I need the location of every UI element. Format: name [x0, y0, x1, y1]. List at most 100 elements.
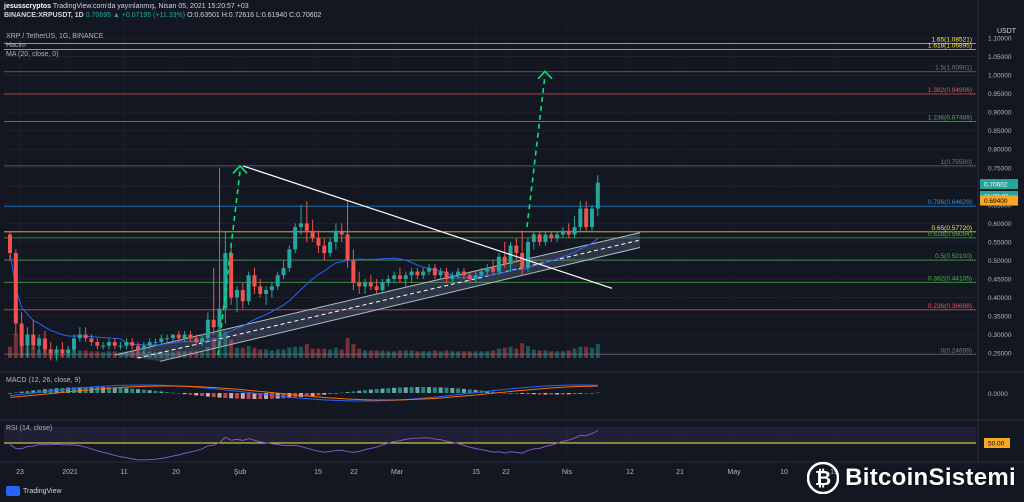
macd-histogram-bar	[590, 392, 594, 394]
candle-body	[8, 234, 12, 254]
candle-body	[590, 208, 594, 228]
fib-levels: 1.65(1.08521)1.618(1.06895) 1.5(1.00901) 1…	[4, 36, 976, 355]
macd-histogram-bar	[13, 392, 18, 393]
candle-body	[205, 319, 210, 339]
volume-bar	[42, 348, 47, 358]
candle-body	[421, 271, 426, 276]
candle-body	[572, 227, 577, 235]
candle-body	[415, 271, 420, 276]
grid	[0, 0, 1024, 463]
candle-body	[310, 230, 315, 239]
candle-body	[333, 230, 338, 242]
macd-histogram-bar	[182, 393, 187, 395]
candle-body	[176, 334, 181, 339]
volume-bar	[246, 345, 251, 358]
symbol-text: BINANCE:XRPUSDT, 1D	[4, 12, 84, 19]
volume-bar	[118, 352, 123, 358]
candle-body	[397, 275, 402, 279]
macd-histogram-bar	[141, 389, 146, 393]
volume-bar	[322, 348, 327, 358]
macd-histogram-bar	[246, 393, 251, 399]
ohlc-line: BINANCE:XRPUSDT, 1D 0.70695 ▲ +0.07195 (…	[4, 11, 321, 20]
candle-body	[258, 286, 263, 294]
volume-bar	[37, 349, 42, 358]
candle-body	[357, 282, 362, 287]
price-axis[interactable]: 1.10000 1.05000 1.00000 0.95000 0.90000 0.850…	[980, 36, 1018, 358]
candle-body	[549, 234, 554, 239]
candle-body	[392, 275, 397, 279]
rsi-legend: RSI (14, close)	[6, 425, 53, 432]
fib-label: 1.65(1.08521)	[932, 36, 972, 43]
candle-body	[438, 271, 443, 276]
candle-body	[42, 338, 47, 350]
macd-histogram-bar	[188, 393, 193, 395]
candle-body	[514, 245, 519, 254]
candle-body	[461, 271, 466, 276]
time-axis[interactable]: 23 2021 11 20 Şub 15 22 Mar 15 22 Nis 12 21 May 10 19	[16, 469, 838, 476]
price-tag-label: 0.70602	[984, 182, 1008, 189]
macd-histogram-bar	[537, 393, 542, 395]
candle-body	[374, 286, 379, 291]
candle-body	[485, 267, 490, 272]
time-tick-label: 2021	[62, 469, 78, 476]
tradingview-logo[interactable]: TradingView	[6, 486, 62, 496]
macd-histogram-bar	[456, 388, 461, 393]
macd-histogram-bar	[461, 388, 466, 393]
macd-histogram-bar	[508, 393, 513, 394]
svg-text:₿: ₿	[815, 468, 831, 490]
fib-label: 0.5(0.50100)	[935, 253, 972, 260]
fib-label: 0.786(0.64629)	[928, 199, 972, 206]
macd-histogram-bar	[485, 391, 490, 393]
time-tick-label: 15	[314, 469, 322, 476]
candle-body	[240, 290, 245, 302]
channel-lower	[159, 246, 641, 362]
candle-body	[368, 282, 373, 287]
candle-body	[427, 267, 432, 272]
volume-bar	[328, 349, 333, 358]
candle-body	[83, 334, 88, 339]
candle-body	[473, 275, 478, 279]
time-tick-label: 22	[350, 469, 358, 476]
macd-histogram-bar	[415, 387, 420, 393]
volume-bar	[316, 348, 321, 358]
candle-body	[77, 334, 82, 339]
volume-bar	[258, 349, 263, 358]
macd-histogram-bar	[555, 393, 560, 395]
open-text: O:0.63501	[187, 12, 220, 19]
macd-tick-label: 0.0000	[988, 391, 1008, 398]
volume-bar	[13, 333, 18, 358]
macd-histogram-bar	[566, 393, 571, 395]
volume-bar	[595, 344, 600, 358]
price-tick-label: 0.80000	[988, 147, 1012, 154]
volume-bar	[578, 346, 583, 358]
fib-label: 0(0.24699)	[941, 347, 972, 354]
volume-bar	[281, 349, 286, 358]
macd-histogram-bar	[351, 391, 356, 393]
candle-body	[432, 267, 437, 276]
candle-body	[246, 275, 251, 302]
fib-label: 0.236(0.36688)	[928, 303, 972, 310]
candle-body	[403, 275, 408, 279]
rsi-tag-bg	[984, 438, 1010, 448]
candle-body	[467, 275, 472, 279]
candle-body	[118, 345, 123, 347]
macd-histogram-bar	[578, 393, 583, 394]
price-tag-bg	[980, 179, 1018, 190]
volume-bar	[299, 346, 303, 358]
candle-body	[223, 253, 228, 309]
candle-body	[200, 338, 205, 343]
time-tick-label: 11	[120, 469, 127, 476]
bitcoin-icon: ₿	[807, 462, 840, 494]
candle-body	[170, 334, 175, 339]
volume-bar	[240, 347, 245, 358]
macd-histogram-bar	[514, 393, 519, 394]
volume-bar	[287, 347, 292, 358]
projection-line-1	[217, 171, 241, 356]
macd-histogram-bar	[531, 393, 536, 395]
candle-body	[316, 238, 321, 246]
candle-body	[281, 267, 286, 276]
time-tick-label: 12	[626, 469, 634, 476]
volume-bar	[357, 348, 362, 358]
price-tick-label: 1.00000	[988, 73, 1012, 80]
